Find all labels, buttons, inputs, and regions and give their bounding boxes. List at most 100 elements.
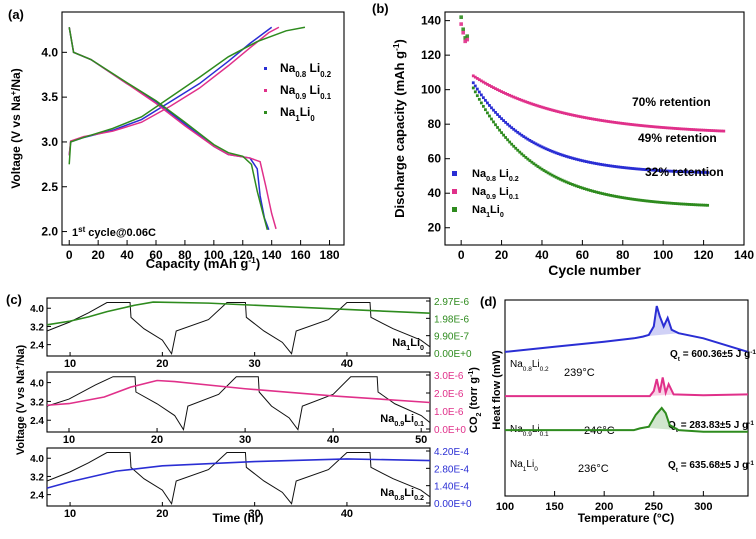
- panel-b-point-1: [475, 77, 479, 80]
- panel-c-xtick-label: 10: [63, 434, 75, 446]
- panel-b-point-1: [566, 112, 570, 116]
- panel-a-charge-curve-0: [68, 26, 273, 156]
- panel-b-point-1: [665, 126, 669, 130]
- panel-b-point-1: [696, 128, 699, 132]
- panel-b-xtick-label: 140: [734, 248, 754, 262]
- panel-b-point-0: [544, 147, 548, 151]
- panel-b-point-2: [492, 120, 495, 124]
- panel-b-point-0: [675, 170, 679, 173]
- panel-b-point-1: [659, 125, 663, 129]
- panel-b-point-0: [528, 139, 532, 142]
- panel-b-point-2: [587, 188, 590, 192]
- panel-b-point-0: [484, 98, 487, 102]
- panel-a-legend-label: Na1Li0: [280, 105, 315, 123]
- panel-c-ylabel-right: CO2 (torr g-1): [467, 367, 483, 433]
- panel-b-xtick-label: 0: [458, 248, 465, 262]
- panel-b-point-0: [639, 167, 643, 171]
- panel-b-point-1: [506, 93, 510, 96]
- panel-d-ylabel: Heat flow (mW): [491, 350, 503, 430]
- panel-a-xtick-label: 100: [204, 248, 224, 262]
- panel-b-point-2: [568, 182, 572, 186]
- panel-b-point-0: [542, 146, 546, 150]
- panel-b-point-0: [500, 117, 503, 121]
- panel-b-point-2: [550, 173, 554, 177]
- panel-b-frame: [444, 11, 745, 246]
- panel-b-point-0: [538, 144, 542, 148]
- panel-a-legend-marker: [264, 89, 267, 92]
- panel-b-point-2: [649, 200, 653, 203]
- panel-b-point-0: [556, 152, 560, 156]
- panel-b-point-1: [502, 91, 505, 94]
- panel-b-point-1: [621, 122, 625, 125]
- panel-c-gas-tick-label: 4.20E-4: [434, 447, 469, 458]
- panel-c-xtick-label: 40: [341, 358, 353, 370]
- panel-b-point-1: [714, 129, 718, 133]
- panel-c-gas-tick-label: 2.80E-4: [434, 464, 469, 475]
- panel-b-point-1: [570, 113, 574, 117]
- panel-b-point-1: [635, 123, 639, 127]
- panel-b-point-1: [593, 117, 596, 121]
- panel-b-point-2: [473, 90, 477, 94]
- panel-b-point-0: [698, 170, 701, 174]
- panel-b-point-2: [504, 136, 508, 139]
- panel-b-point-1: [679, 127, 683, 131]
- panel-b-point-0: [611, 164, 615, 168]
- panel-a-xtick-label: 80: [178, 248, 192, 262]
- panel-b-point-1: [663, 126, 667, 130]
- panel-b-point-1: [471, 74, 475, 78]
- panel-c-voltage-tick-label: 3.2: [30, 472, 44, 483]
- panel-b-point-0: [681, 170, 685, 174]
- panel-b-point-1: [692, 128, 695, 132]
- panel-b-point-2: [572, 183, 576, 187]
- panel-b-point-0: [530, 140, 534, 143]
- panel-b-point-1: [530, 102, 534, 106]
- panel-b-point-0: [647, 168, 651, 172]
- panel-a-legend-marker: [264, 111, 267, 114]
- panel-b-point-1: [639, 124, 643, 127]
- panel-c-gas-tick-label: 2.97E-6: [434, 297, 469, 308]
- panel-b-point-1: [552, 109, 556, 112]
- panel-b-point-1: [496, 88, 499, 92]
- panel-b-point-0: [518, 132, 522, 136]
- panel-b-annotation-retention-32: 32% retention: [645, 165, 724, 179]
- panel-c-voltage-tick-label: 4.0: [30, 379, 44, 390]
- panel-b-point-1: [611, 120, 615, 124]
- panel-b-point-1: [649, 125, 653, 128]
- panel-b-point-0: [657, 169, 661, 172]
- panel-b-point-2: [615, 195, 619, 198]
- panel-b-point-0: [564, 154, 568, 158]
- panel-b-point-0: [548, 149, 552, 152]
- panel-c-gas-curve: [46, 379, 431, 407]
- panel-c-gas-curve: [46, 301, 431, 326]
- panel-b-point-2: [580, 186, 584, 190]
- panel-b-point-1: [617, 121, 621, 125]
- panel-c-xtick-label: 40: [327, 434, 339, 446]
- panel-b-point-1: [722, 129, 726, 133]
- panel-b-point-0: [516, 130, 520, 134]
- panel-b-point-0: [558, 152, 562, 156]
- panel-d-trace-0: [504, 305, 749, 353]
- panel-c-row-frame: [46, 297, 431, 357]
- panel-b-point-2: [508, 140, 512, 144]
- panel-b-point-2: [526, 157, 530, 161]
- panel-c-gas-evolution-chart: (c) 10 20 30 40 4.0 3.2 2.4 2.97E-6 1.98E-6 9.90E-…: [6, 292, 483, 525]
- panel-b-point-0: [661, 169, 665, 173]
- panel-b-point-1: [572, 114, 576, 117]
- panel-b-point-0: [536, 143, 540, 147]
- panel-b-point-2: [627, 197, 631, 201]
- panel-a-ytick-label: 3.0: [41, 135, 58, 149]
- panel-b-point-0: [552, 150, 556, 154]
- panel-a-charge-curve-2: [68, 26, 306, 165]
- panel-b-point-1: [690, 128, 693, 131]
- panel-b-point-0: [526, 137, 530, 141]
- panel-b-point-0: [617, 165, 621, 169]
- panel-d-xtick-label: 200: [595, 501, 613, 513]
- panel-c-gas-tick-label: 0.0E+0: [434, 425, 466, 436]
- panel-b-point-1: [578, 115, 582, 119]
- panel-b-initial-point: [463, 36, 468, 40]
- panel-b-point-0: [643, 168, 647, 171]
- panel-b-annotation-retention-70: 70% retention: [632, 95, 711, 109]
- panel-b-point-0: [669, 169, 673, 173]
- panel-b-point-1: [718, 129, 722, 133]
